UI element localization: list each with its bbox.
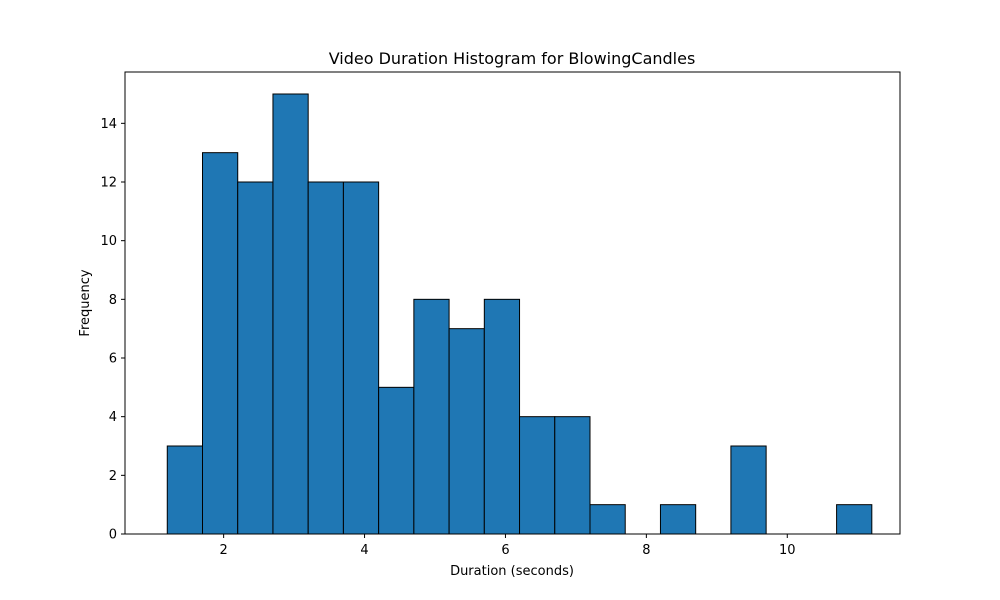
- x-tick-label: 10: [779, 543, 796, 558]
- histogram-bar: [307, 181, 344, 535]
- chart-title: Video Duration Histogram for BlowingCand…: [329, 49, 696, 68]
- histogram-bar: [659, 504, 697, 535]
- histogram-bar: [448, 328, 485, 535]
- bars-group: [166, 93, 873, 535]
- histogram-bar: [272, 93, 309, 535]
- histogram-bar: [166, 445, 203, 535]
- histogram-bar: [836, 504, 873, 535]
- histogram-bar: [237, 181, 274, 535]
- histogram-bar: [589, 504, 626, 535]
- histogram-bar: [483, 298, 521, 535]
- y-tick-label: 8: [109, 293, 117, 308]
- x-axis-ticks: 2 4 6 8 10: [219, 534, 796, 558]
- x-tick-label: 6: [501, 543, 509, 558]
- x-tick-label: 4: [360, 543, 368, 558]
- histogram-bar: [378, 386, 415, 535]
- x-axis-label: Duration (seconds): [450, 564, 574, 579]
- histogram-bar: [730, 445, 767, 535]
- y-tick-label: 10: [100, 234, 117, 249]
- histogram-bar: [554, 416, 591, 535]
- y-axis-ticks: 0 2 4 6 8 10 12 14: [100, 117, 125, 543]
- x-tick-label: 2: [219, 543, 227, 558]
- y-tick-label: 14: [100, 117, 117, 132]
- x-tick-label: 8: [642, 543, 650, 558]
- histogram-bar: [519, 416, 556, 535]
- histogram-bar: [202, 152, 239, 535]
- y-axis-label: Frequency: [78, 269, 93, 336]
- histogram-bar: [342, 181, 380, 535]
- y-tick-label: 6: [109, 352, 117, 367]
- y-tick-label: 0: [109, 528, 117, 543]
- plot-area-frame: [124, 71, 901, 535]
- y-tick-label: 2: [109, 469, 117, 484]
- histogram-bar: [413, 298, 450, 535]
- y-tick-label: 4: [109, 410, 117, 425]
- y-tick-label: 12: [100, 176, 117, 191]
